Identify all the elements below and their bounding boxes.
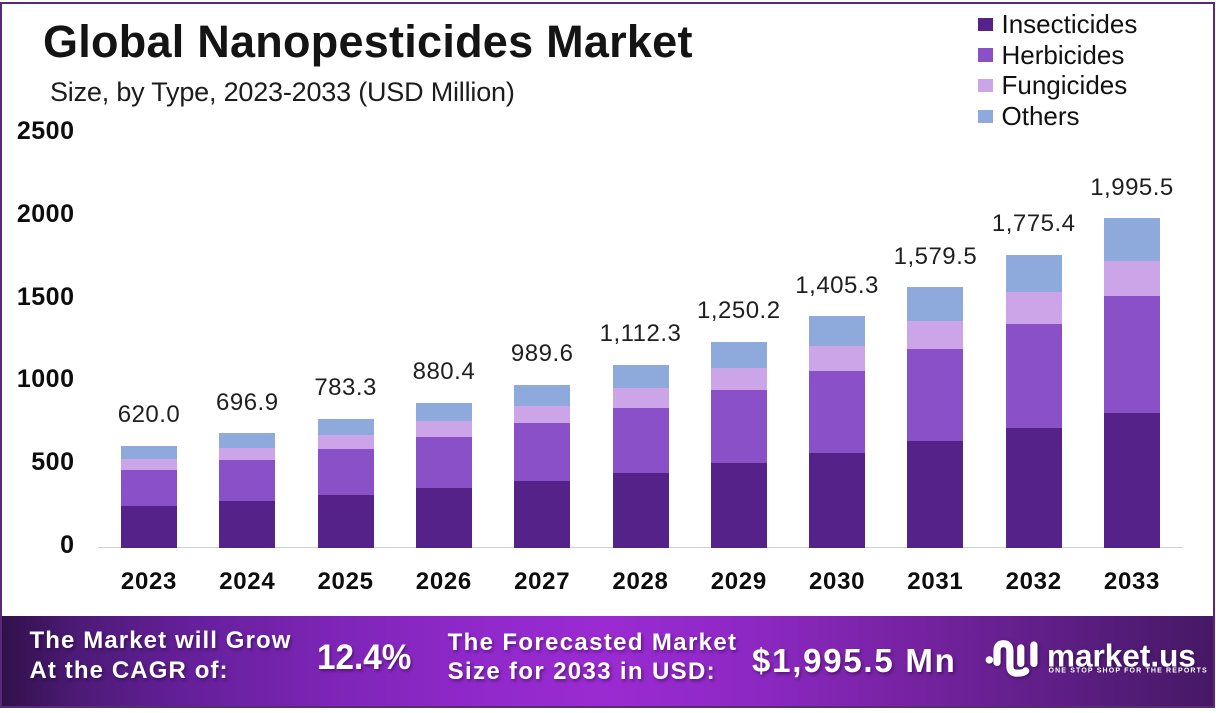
svg-text:market.us: market.us bbox=[1047, 637, 1196, 673]
svg-text:ONE STOP SHOP FOR THE REPORTS: ONE STOP SHOP FOR THE REPORTS bbox=[1049, 667, 1208, 674]
